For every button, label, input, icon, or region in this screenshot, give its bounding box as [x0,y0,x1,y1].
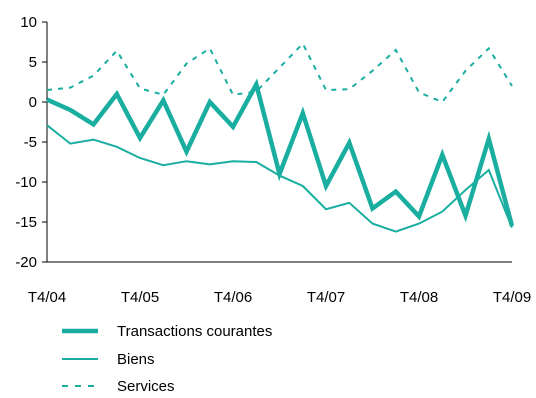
x-tick-label: T4/09 [493,289,531,306]
series-layer [46,41,515,233]
y-tick-label: -5 [24,134,37,151]
x-tick-label: T4/08 [400,289,438,306]
x-tick-label: T4/05 [121,289,159,306]
x-tick-label: T4/04 [28,289,66,306]
x-axis-ticks: T4/04 T4/05 T4/06 T4/07 T4/08 T4/09 [28,289,531,306]
y-tick-label: -10 [15,174,37,191]
y-tick-label: 0 [29,94,37,111]
x-tick-label: T4/07 [307,289,345,306]
axes [46,22,512,263]
legend-label-transactions-courantes: Transactions courantes [117,323,272,340]
y-tick-label: 5 [29,54,37,71]
y-tick-label: -20 [15,254,37,271]
series-line-transactions-courantes [46,78,515,227]
legend-label-services: Services [117,378,175,395]
series-line-services [46,41,513,104]
legend: Transactions courantes Biens Services [62,323,272,395]
legend-label-biens: Biens [117,351,155,368]
y-axis-ticks: -20 -15 -10 -5 0 5 10 [15,14,47,271]
y-tick-label: -15 [15,214,37,231]
x-tick-label: T4/06 [214,289,252,306]
y-tick-label: 10 [20,14,37,31]
